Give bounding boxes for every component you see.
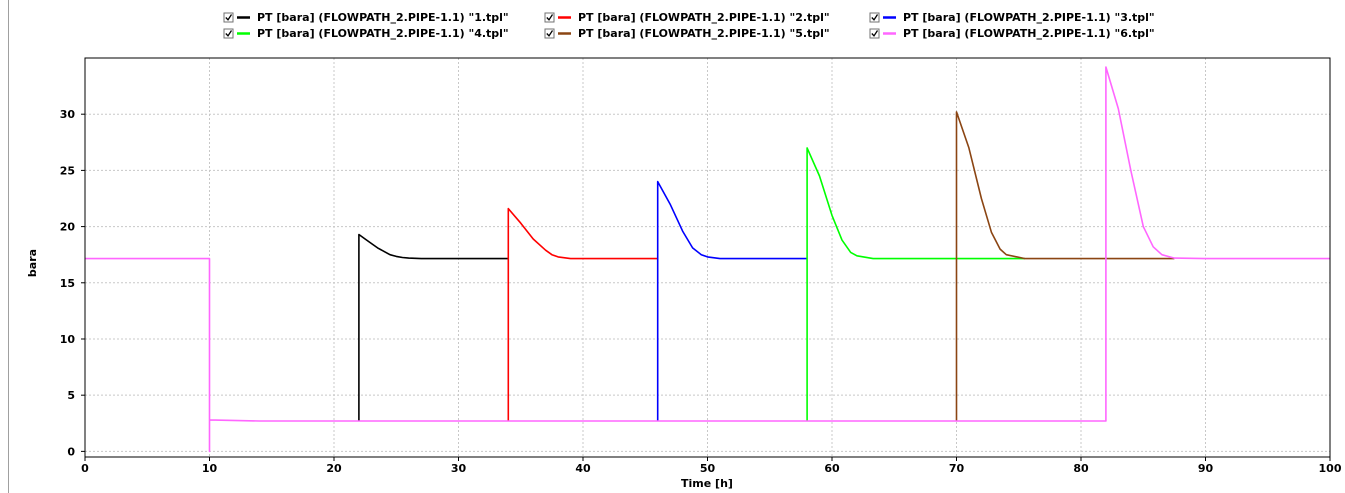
x-tick-label: 80 — [1073, 462, 1089, 475]
legend-item-5[interactable]: PT [bara] (FLOWPATH_2.PIPE-1.1) "5.tpl" — [544, 27, 830, 40]
series-line-6 — [85, 66, 1330, 453]
checkmark-icon — [546, 14, 554, 21]
legend-checkbox[interactable] — [223, 28, 234, 39]
legend-item-6[interactable]: PT [bara] (FLOWPATH_2.PIPE-1.1) "6.tpl" — [869, 27, 1155, 40]
y-tick-label: 5 — [67, 389, 75, 402]
checkmark-icon — [871, 14, 879, 21]
checkmark-icon — [546, 30, 554, 37]
legend: PT [bara] (FLOWPATH_2.PIPE-1.1) "1.tpl" P… — [223, 11, 1155, 40]
legend-label: PT [bara] (FLOWPATH_2.PIPE-1.1) "1.tpl" — [257, 11, 509, 24]
x-tick-label: 20 — [326, 462, 342, 475]
y-axis-title: bara — [26, 249, 39, 277]
y-tick-label: 20 — [60, 221, 76, 234]
x-tick-label: 40 — [575, 462, 591, 475]
legend-checkbox[interactable] — [869, 28, 880, 39]
legend-label: PT [bara] (FLOWPATH_2.PIPE-1.1) "5.tpl" — [578, 27, 830, 40]
legend-item-3[interactable]: PT [bara] (FLOWPATH_2.PIPE-1.1) "3.tpl" — [869, 11, 1155, 24]
legend-label: PT [bara] (FLOWPATH_2.PIPE-1.1) "6.tpl" — [903, 27, 1155, 40]
series-line-1 — [358, 233, 509, 421]
x-tick-label: 60 — [824, 462, 840, 475]
y-tick-label: 0 — [67, 445, 75, 458]
x-axis-title: Time [h] — [681, 477, 733, 490]
y-tick-label: 30 — [60, 108, 76, 121]
x-tick-label: 10 — [202, 462, 218, 475]
x-tick-label: 70 — [949, 462, 965, 475]
checkmark-icon — [225, 14, 233, 21]
x-tick-label: 90 — [1198, 462, 1214, 475]
series-line-5 — [955, 111, 1175, 421]
checkmark-icon — [225, 30, 233, 37]
legend-item-1[interactable]: PT [bara] (FLOWPATH_2.PIPE-1.1) "1.tpl" — [223, 11, 509, 24]
y-tick-label: 10 — [60, 333, 76, 346]
legend-label: PT [bara] (FLOWPATH_2.PIPE-1.1) "4.tpl" — [257, 27, 509, 40]
series-line-2 — [507, 207, 658, 421]
legend-checkbox[interactable] — [869, 12, 880, 23]
x-axis: 0 10 20 30 40 50 60 70 80 90 100 — [81, 457, 1342, 475]
legend-label: PT [bara] (FLOWPATH_2.PIPE-1.1) "3.tpl" — [903, 11, 1155, 24]
y-tick-label: 25 — [60, 164, 75, 177]
y-axis: 0 5 10 15 20 25 30 — [60, 108, 85, 458]
legend-checkbox[interactable] — [544, 12, 555, 23]
legend-checkbox[interactable] — [223, 12, 234, 23]
y-tick-label: 15 — [60, 277, 75, 290]
series-line-3 — [656, 180, 808, 421]
series-line-4 — [806, 147, 1025, 421]
x-tick-label: 0 — [81, 462, 89, 475]
series-layer — [85, 66, 1330, 453]
x-tick-label: 30 — [451, 462, 467, 475]
x-tick-label: 100 — [1319, 462, 1342, 475]
legend-checkbox[interactable] — [544, 28, 555, 39]
legend-item-4[interactable]: PT [bara] (FLOWPATH_2.PIPE-1.1) "4.tpl" — [223, 27, 509, 40]
x-tick-label: 50 — [700, 462, 716, 475]
checkmark-icon — [871, 30, 879, 37]
legend-label: PT [bara] (FLOWPATH_2.PIPE-1.1) "2.tpl" — [578, 11, 830, 24]
legend-item-2[interactable]: PT [bara] (FLOWPATH_2.PIPE-1.1) "2.tpl" — [544, 11, 830, 24]
